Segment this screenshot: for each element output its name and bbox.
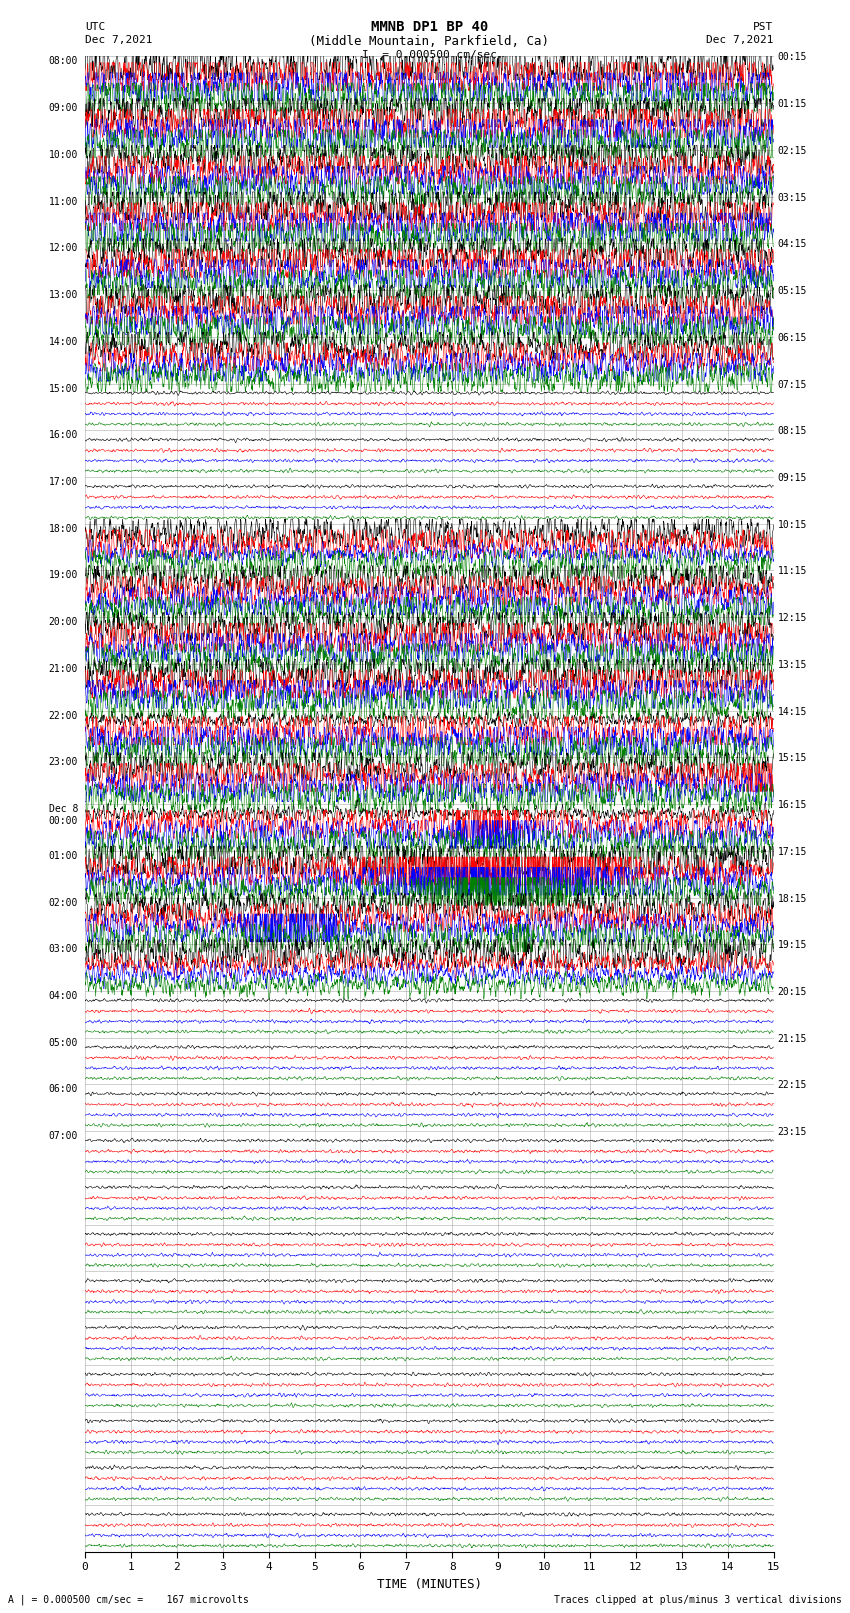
Text: 08:00: 08:00 bbox=[48, 56, 78, 66]
Text: 15:00: 15:00 bbox=[48, 384, 78, 394]
Text: 23:00: 23:00 bbox=[48, 758, 78, 768]
Text: 04:00: 04:00 bbox=[48, 990, 78, 1002]
Text: 10:00: 10:00 bbox=[48, 150, 78, 160]
Text: 13:00: 13:00 bbox=[48, 290, 78, 300]
Text: Dec 7,2021: Dec 7,2021 bbox=[706, 35, 774, 45]
Text: 05:00: 05:00 bbox=[48, 1037, 78, 1048]
Text: 07:00: 07:00 bbox=[48, 1131, 78, 1140]
Text: I  = 0.000500 cm/sec: I = 0.000500 cm/sec bbox=[362, 50, 496, 60]
Text: MMNB DP1 BP 40: MMNB DP1 BP 40 bbox=[371, 19, 488, 34]
Text: UTC: UTC bbox=[85, 23, 105, 32]
X-axis label: TIME (MINUTES): TIME (MINUTES) bbox=[377, 1578, 482, 1590]
Text: 06:00: 06:00 bbox=[48, 1084, 78, 1095]
Text: Dec 7,2021: Dec 7,2021 bbox=[85, 35, 152, 45]
Text: 12:00: 12:00 bbox=[48, 244, 78, 253]
Text: PST: PST bbox=[753, 23, 774, 32]
Text: 09:00: 09:00 bbox=[48, 103, 78, 113]
Text: 01:00: 01:00 bbox=[48, 850, 78, 861]
Text: Dec 8
00:00: Dec 8 00:00 bbox=[48, 805, 78, 826]
Text: 11:00: 11:00 bbox=[48, 197, 78, 206]
Text: 14:00: 14:00 bbox=[48, 337, 78, 347]
Text: 16:00: 16:00 bbox=[48, 431, 78, 440]
Text: A | = 0.000500 cm/sec =    167 microvolts: A | = 0.000500 cm/sec = 167 microvolts bbox=[8, 1594, 249, 1605]
Text: Traces clipped at plus/minus 3 vertical divisions: Traces clipped at plus/minus 3 vertical … bbox=[553, 1595, 842, 1605]
Text: (Middle Mountain, Parkfield, Ca): (Middle Mountain, Parkfield, Ca) bbox=[309, 35, 549, 48]
Text: 21:00: 21:00 bbox=[48, 665, 78, 674]
Text: 02:00: 02:00 bbox=[48, 897, 78, 908]
Text: 22:00: 22:00 bbox=[48, 711, 78, 721]
Text: 17:00: 17:00 bbox=[48, 477, 78, 487]
Text: 03:00: 03:00 bbox=[48, 944, 78, 955]
Text: 20:00: 20:00 bbox=[48, 618, 78, 627]
Text: 19:00: 19:00 bbox=[48, 571, 78, 581]
Text: 18:00: 18:00 bbox=[48, 524, 78, 534]
